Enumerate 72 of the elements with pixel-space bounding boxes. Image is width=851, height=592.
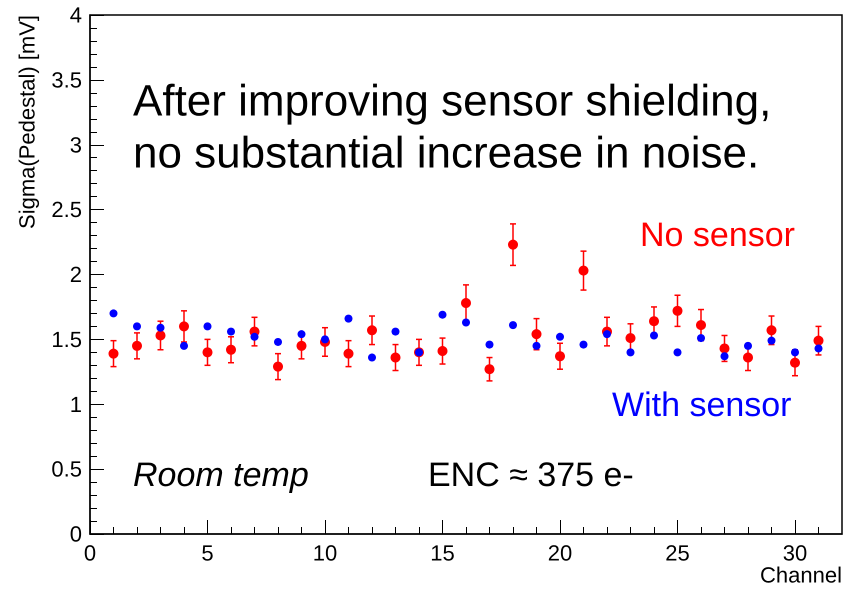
point (814, 344, 822, 352)
point (133, 322, 141, 330)
point (556, 332, 564, 341)
point (321, 335, 329, 344)
y-tick-label: 2.5 (51, 197, 82, 222)
point (298, 330, 306, 338)
point (603, 330, 611, 338)
point (110, 309, 118, 318)
point (766, 325, 776, 336)
point (250, 332, 258, 341)
point (390, 352, 400, 363)
point (484, 364, 494, 374)
x-tick-label: 5 (201, 540, 214, 566)
point (532, 329, 542, 340)
point (650, 331, 658, 340)
x-tick-label: 15 (430, 540, 455, 566)
point (367, 325, 377, 336)
point (790, 358, 800, 368)
point (438, 310, 446, 319)
y-tick-label: 3 (70, 132, 82, 158)
point (696, 320, 706, 330)
point (578, 266, 588, 276)
point (649, 316, 659, 326)
series-label: With sensor (612, 386, 792, 424)
x-tick-label: 20 (548, 540, 572, 566)
x-axis-title: Channel (760, 562, 842, 588)
point (273, 362, 283, 372)
point (672, 306, 682, 316)
annotation: After improving sensor shielding, no substantial increase in noise. (133, 76, 772, 178)
annotation: Room temp (133, 456, 309, 494)
point (108, 348, 118, 359)
point (392, 328, 400, 336)
point (508, 240, 518, 250)
x-tick-label: 25 (665, 540, 690, 566)
y-tick-label: 3.5 (51, 67, 82, 92)
y-tick-label: 2 (70, 262, 82, 287)
point (674, 348, 682, 356)
y-tick-label: 4 (70, 2, 82, 28)
point (720, 343, 730, 354)
point (486, 340, 494, 349)
point (555, 351, 565, 362)
y-tick-label: 1.5 (51, 326, 82, 352)
point (179, 321, 189, 332)
y-axis-title: Sigma(Pedestal) [mV] (14, 15, 40, 229)
point (156, 330, 166, 340)
y-tick-label: 1 (70, 392, 82, 417)
point (814, 336, 824, 346)
point (626, 348, 634, 356)
y-tick-label: 0.5 (51, 456, 82, 482)
point (368, 354, 376, 362)
point (202, 347, 212, 358)
point (580, 340, 588, 349)
point (226, 344, 236, 355)
point (344, 348, 354, 359)
point (509, 321, 517, 330)
point (204, 322, 212, 330)
point (296, 340, 306, 351)
y-tick-label: 0 (70, 522, 82, 546)
series-label: No sensor (640, 216, 795, 254)
point (461, 298, 471, 308)
annotation: ENC ≈ 375 e- (428, 456, 634, 494)
point (274, 338, 282, 346)
x-tick-label: 10 (312, 540, 338, 566)
point (438, 346, 448, 356)
point (743, 352, 753, 363)
point (626, 333, 636, 344)
point (744, 342, 752, 350)
point (156, 324, 164, 332)
point (462, 318, 470, 327)
point (344, 314, 352, 323)
point (132, 340, 142, 351)
x-tick-label: 30 (782, 540, 808, 566)
